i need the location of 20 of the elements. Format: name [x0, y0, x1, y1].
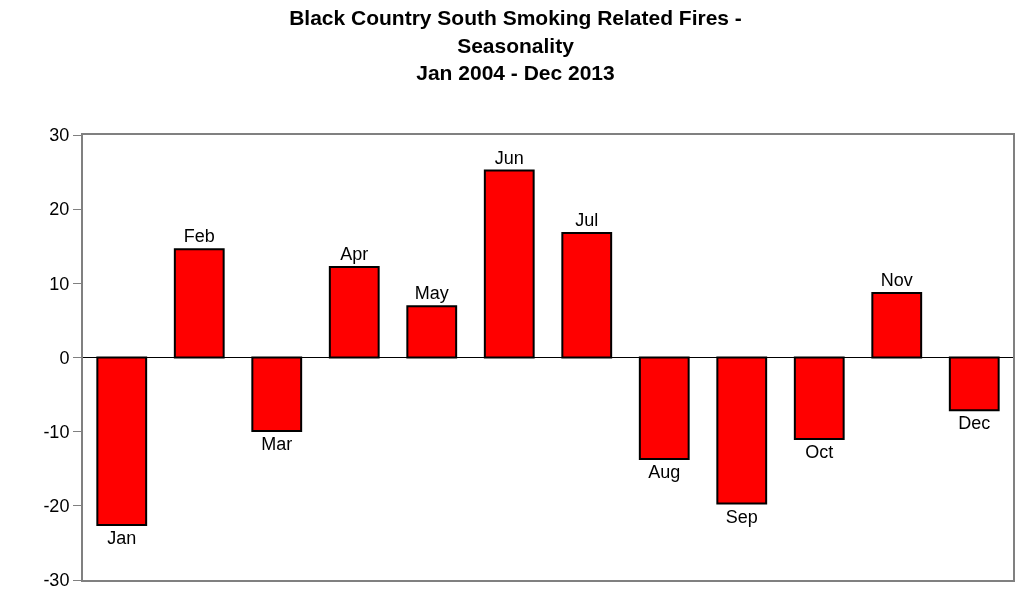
x-tick-label: May — [414, 283, 449, 304]
y-tick-label: -10 — [43, 421, 70, 442]
x-tick-label: Oct — [805, 442, 834, 463]
x-tick-label: Jun — [494, 147, 524, 168]
chart-title: Black Country South Smoking Related Fires - Seasonality Jan 2004 - Dec 2013 — [289, 6, 742, 84]
x-tick-label: Mar — [261, 433, 293, 454]
y-tick-label: 10 — [49, 273, 70, 294]
x-tick-label: Nov — [880, 269, 913, 290]
x-tick-label: Jul — [575, 209, 599, 230]
x-tick-label: Feb — [183, 226, 215, 247]
y-tick-label: 20 — [49, 199, 70, 220]
x-tick-label: Dec — [958, 413, 991, 434]
x-tick-label: Jan — [107, 528, 137, 549]
x-tick-label: Aug — [648, 462, 681, 483]
x-tick-label: Apr — [340, 244, 369, 265]
y-tick-label: -30 — [43, 570, 70, 591]
x-tick-label: Sep — [725, 506, 758, 527]
y-tick-label: 30 — [49, 125, 70, 146]
y-tick-label: 0 — [59, 347, 70, 368]
y-tick-label: -20 — [43, 496, 70, 517]
